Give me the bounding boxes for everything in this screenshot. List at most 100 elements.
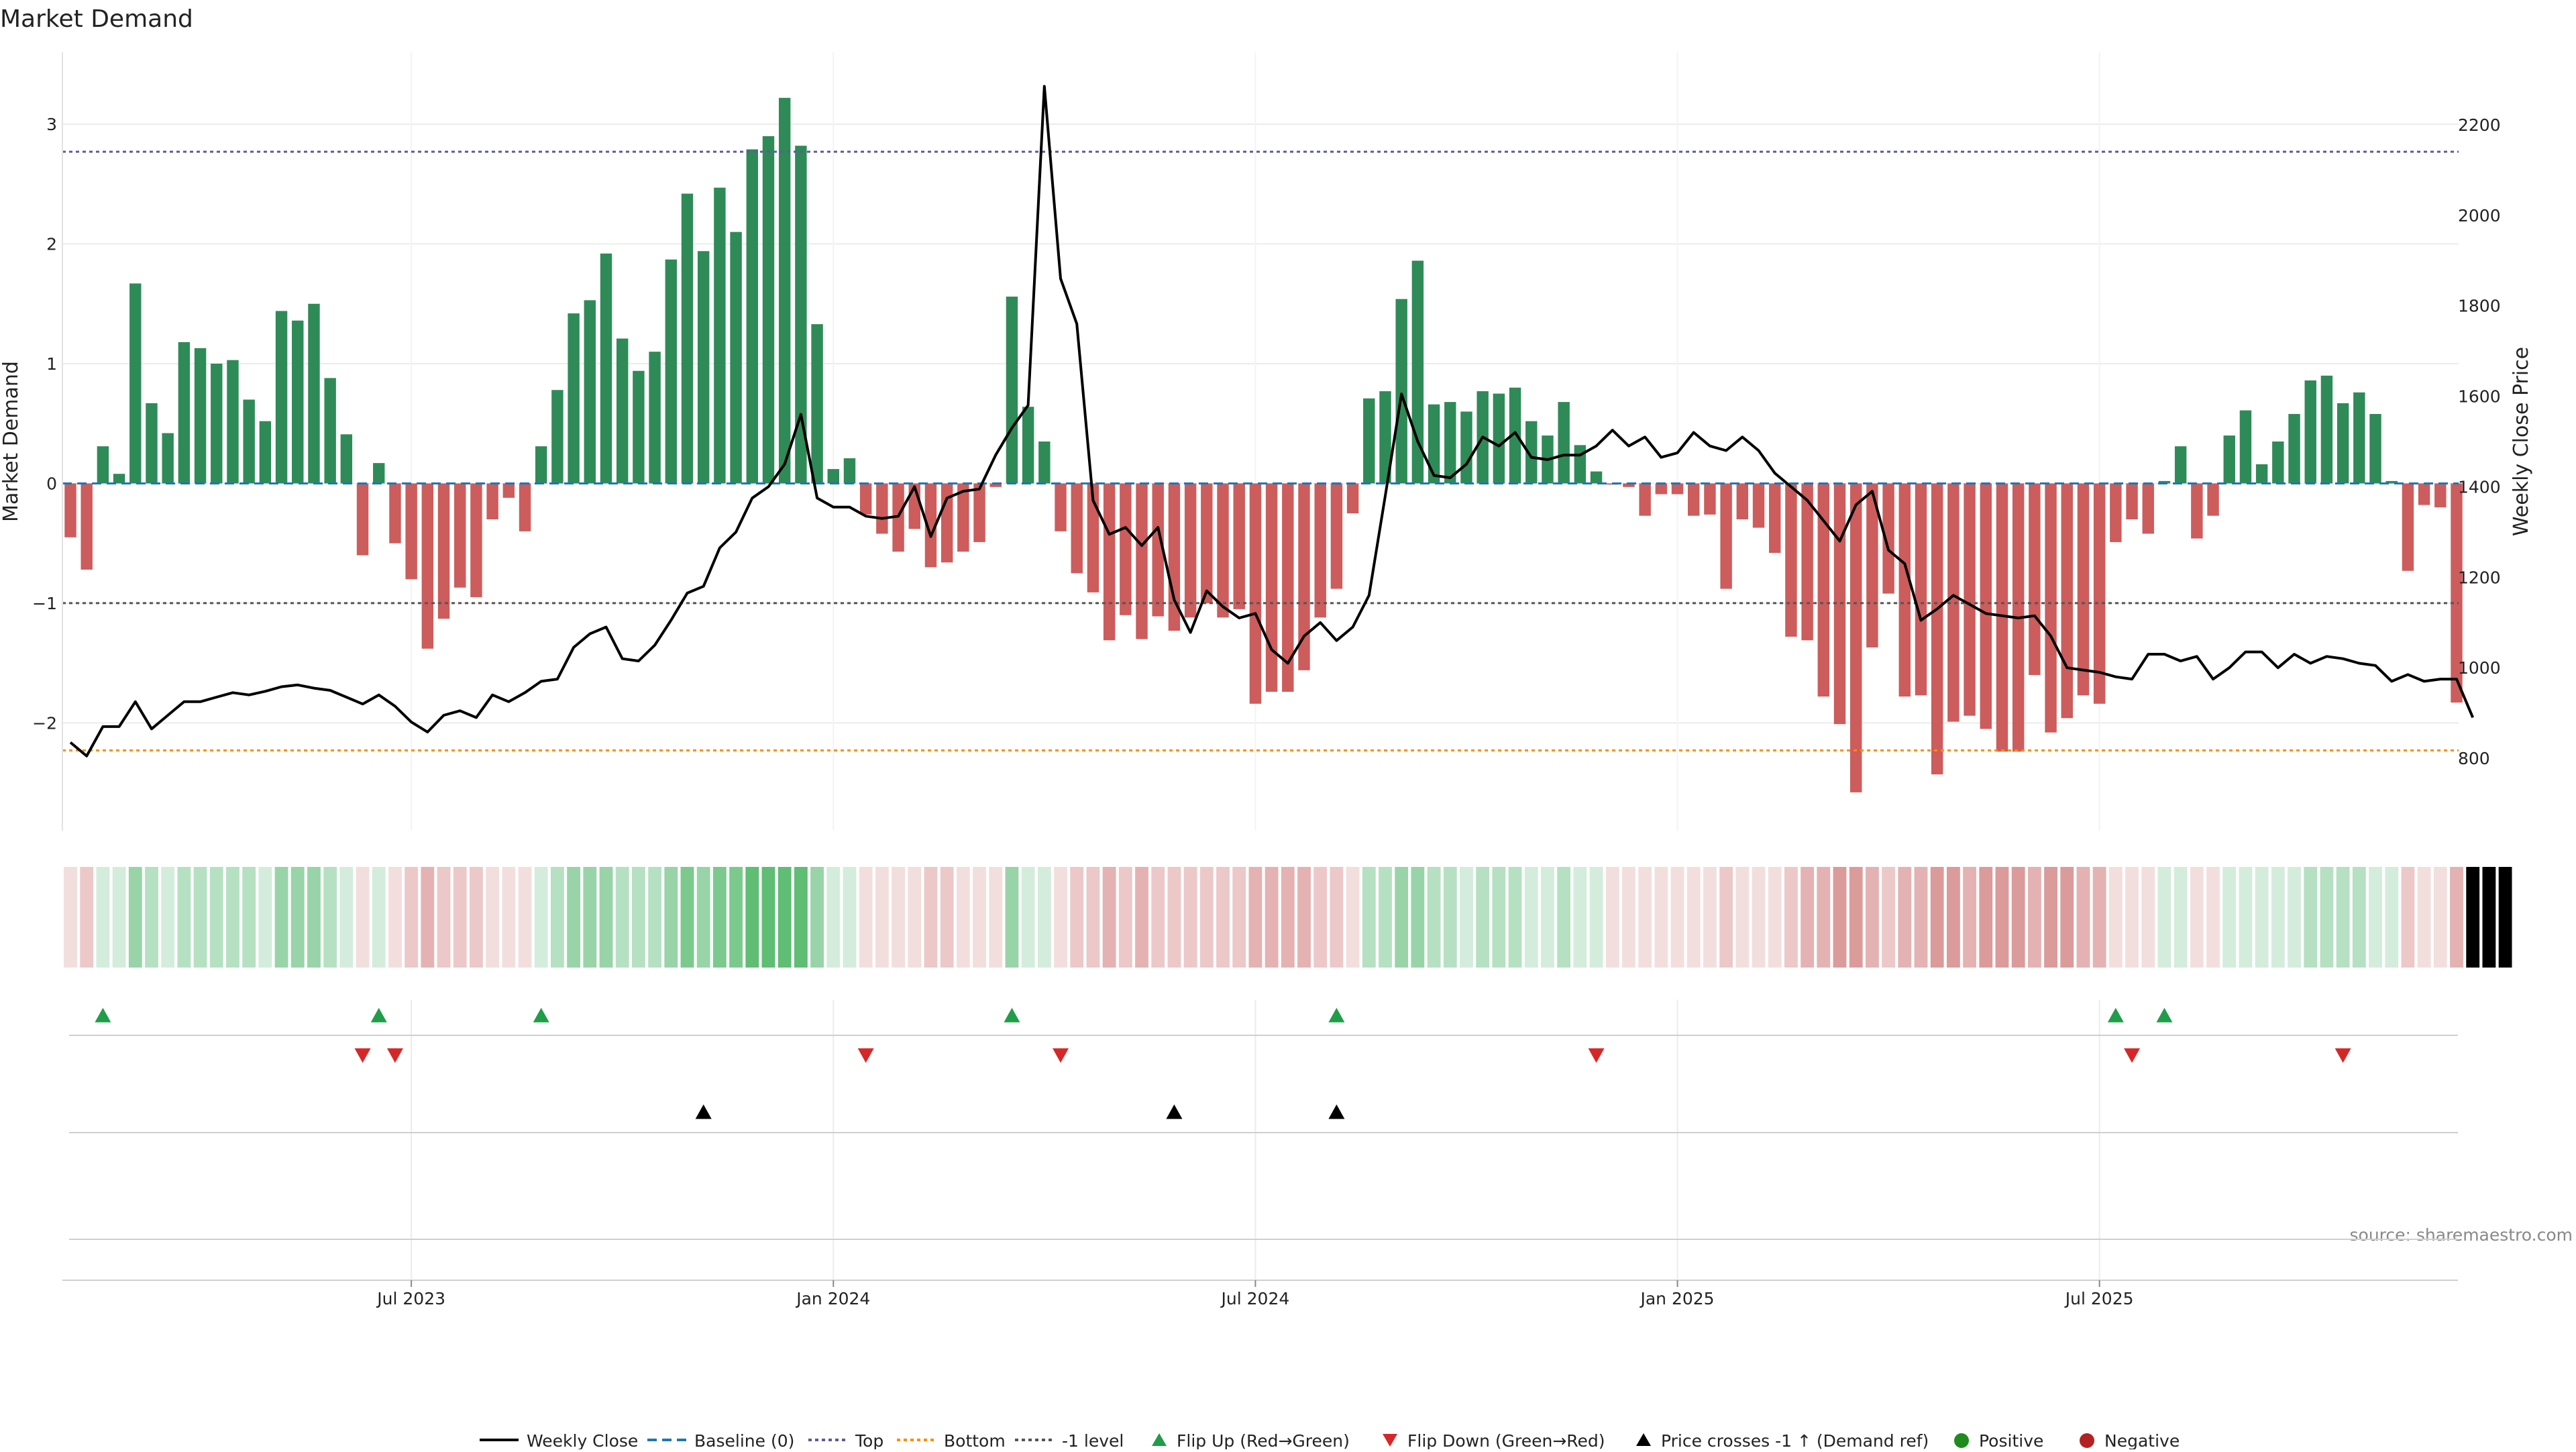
strip-cell [2206,867,2220,968]
bar-positive [1590,471,1603,484]
bar-negative [1217,483,1229,618]
strip-cell [1557,867,1571,968]
strip-cell [1005,867,1019,968]
strip-cell [323,867,337,968]
x-tick-label: Jan 2025 [1639,1289,1714,1308]
strip-cell [1735,867,1750,968]
strip-cell [1183,867,1197,968]
strip-cell [1460,867,1473,968]
bar-negative [2110,483,2122,542]
flip-up-marker [2156,1008,2173,1023]
flip-down-marker [1588,1048,1605,1063]
bar-negative [1980,483,1992,729]
strip-cell [1362,867,1376,968]
strip-cell [810,867,824,968]
strip-cell [2450,867,2463,968]
bar-positive [1428,404,1440,484]
strip-cell [1589,867,1603,968]
bar-positive [340,434,353,484]
bar-positive [1574,445,1587,484]
y2-tick-label: 1000 [2458,658,2501,678]
strip-cell [1801,867,1815,968]
bar-negative [2061,483,2073,719]
strip-cell [356,867,370,968]
strip-cell [1882,867,1896,968]
flip-down-marker [354,1048,371,1063]
bar-positive [551,390,564,484]
bar-positive [746,149,758,484]
bar-negative [1330,483,1343,589]
bar-positive [1379,391,1391,484]
strip-cell [1654,867,1668,968]
bar-positive [2158,480,2171,484]
strip-cell [956,867,970,968]
bar-negative [1265,483,1278,692]
strip-cell [777,867,792,968]
strip-cell [664,867,678,968]
bar-negative [1964,483,1976,716]
x-tick-label: Jan 2024 [795,1289,870,1308]
strip-cell [989,867,1003,968]
strip-cell [1979,867,1993,968]
strip-cell [1670,867,1684,968]
bar-negative [1071,483,1083,574]
bar-negative [1168,483,1181,631]
bar-positive [2174,446,2187,484]
strip-cell [64,867,77,968]
strip-cell [567,867,581,968]
price-cross-marker [695,1104,712,1119]
strip-cell [1817,867,1831,968]
strip-cell [1686,867,1701,968]
flip-down-marker [2334,1048,2351,1063]
strip-cell [2482,867,2496,968]
strip-cell [1102,867,1116,968]
y2-tick-label: 1400 [2458,477,2501,497]
strip-cell [2222,867,2237,968]
strip-cell [2304,867,2318,968]
strip-cell [1768,867,1782,968]
bar-positive [1363,398,1375,484]
strip-cell [1281,867,1295,968]
y2-tick-label: 2200 [2458,115,2501,135]
bar-positive [1022,407,1034,484]
strip-cell [2336,867,2350,968]
bar-negative [1655,483,1668,495]
strip-cell [2417,867,2431,968]
legend-label: Weekly Close [527,1431,638,1449]
strip-cell [1021,867,1035,968]
bar-negative [2029,483,2041,675]
strip-cell [761,867,775,968]
bar-positive [162,433,174,484]
strip-cell [161,867,175,968]
legend-label: Top [855,1431,883,1449]
bar-negative [1801,483,1813,641]
x-tick-label: Jul 2023 [376,1289,445,1308]
bar-negative [1720,483,1732,589]
strip-cell [1524,867,1538,968]
strip-cell [2157,867,2171,968]
x-tick-label: Jul 2025 [2064,1289,2134,1308]
strip-cell [307,867,321,968]
bar-positive [827,469,839,484]
strip-cell [583,867,597,968]
strip-cell [1833,867,1847,968]
bar-negative [1898,483,1911,697]
strip-cell [843,867,857,968]
price-cross-marker [1328,1104,1345,1119]
strip-cell [534,867,548,968]
strip-cell [2352,867,2366,968]
bar-negative [973,483,985,542]
bar-negative [1833,483,1846,725]
price-cross-marker [1166,1104,1183,1119]
bar-positive [259,421,272,484]
legend-label: Bottom [944,1431,1006,1449]
y2-tick-label: 800 [2458,749,2490,768]
strip-cell [2320,867,2334,968]
bar-positive [373,463,385,484]
strip-cell [1118,867,1132,968]
strip-cell [2271,867,2285,968]
legend-swatch [1152,1433,1167,1446]
bar-positive [795,146,807,484]
y-tick-label: 2 [46,235,57,254]
strip-cell [470,867,483,968]
